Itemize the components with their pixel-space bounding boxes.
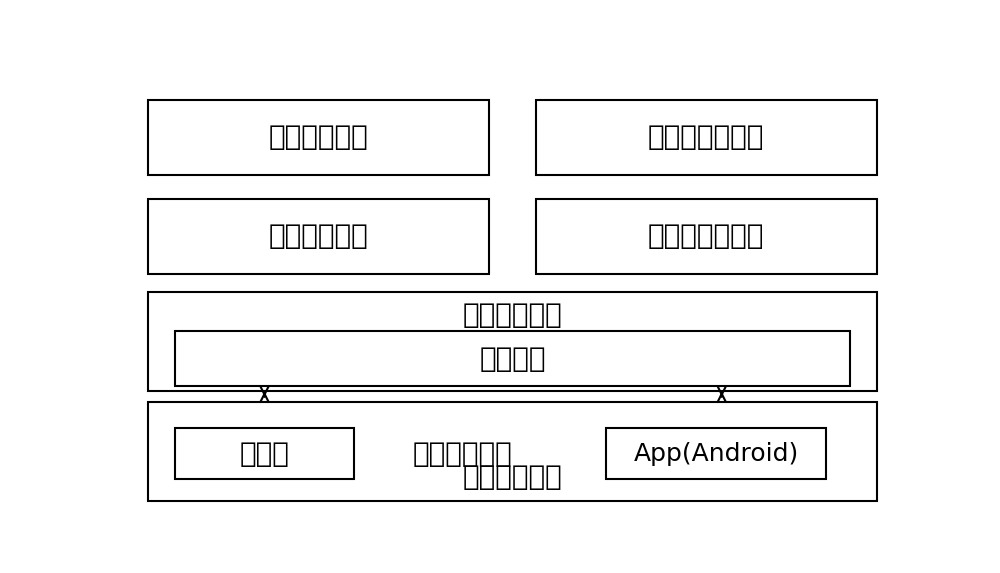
Text: 终端服务应用: 终端服务应用 — [463, 464, 562, 492]
Bar — [536, 199, 877, 274]
Bar — [148, 199, 489, 274]
Text: 数据库管理系统: 数据库管理系统 — [648, 222, 764, 250]
Text: 大数据分析系统: 大数据分析系统 — [648, 123, 764, 151]
Text: App(Android): App(Android) — [633, 442, 799, 466]
Bar — [148, 292, 877, 391]
Bar — [148, 100, 489, 175]
Bar — [175, 429, 354, 479]
Bar — [606, 429, 826, 479]
Bar — [148, 402, 877, 501]
Text: 通讯接口: 通讯接口 — [479, 345, 546, 373]
Text: 数据存储系统: 数据存储系统 — [269, 222, 369, 250]
Text: 人机交互界面: 人机交互界面 — [412, 439, 512, 468]
Bar — [175, 331, 850, 386]
Bar — [536, 100, 877, 175]
Text: 应用服务系统: 应用服务系统 — [463, 301, 562, 329]
Text: 图像处理系统: 图像处理系统 — [269, 123, 369, 151]
Text: 浏览器: 浏览器 — [240, 439, 289, 468]
